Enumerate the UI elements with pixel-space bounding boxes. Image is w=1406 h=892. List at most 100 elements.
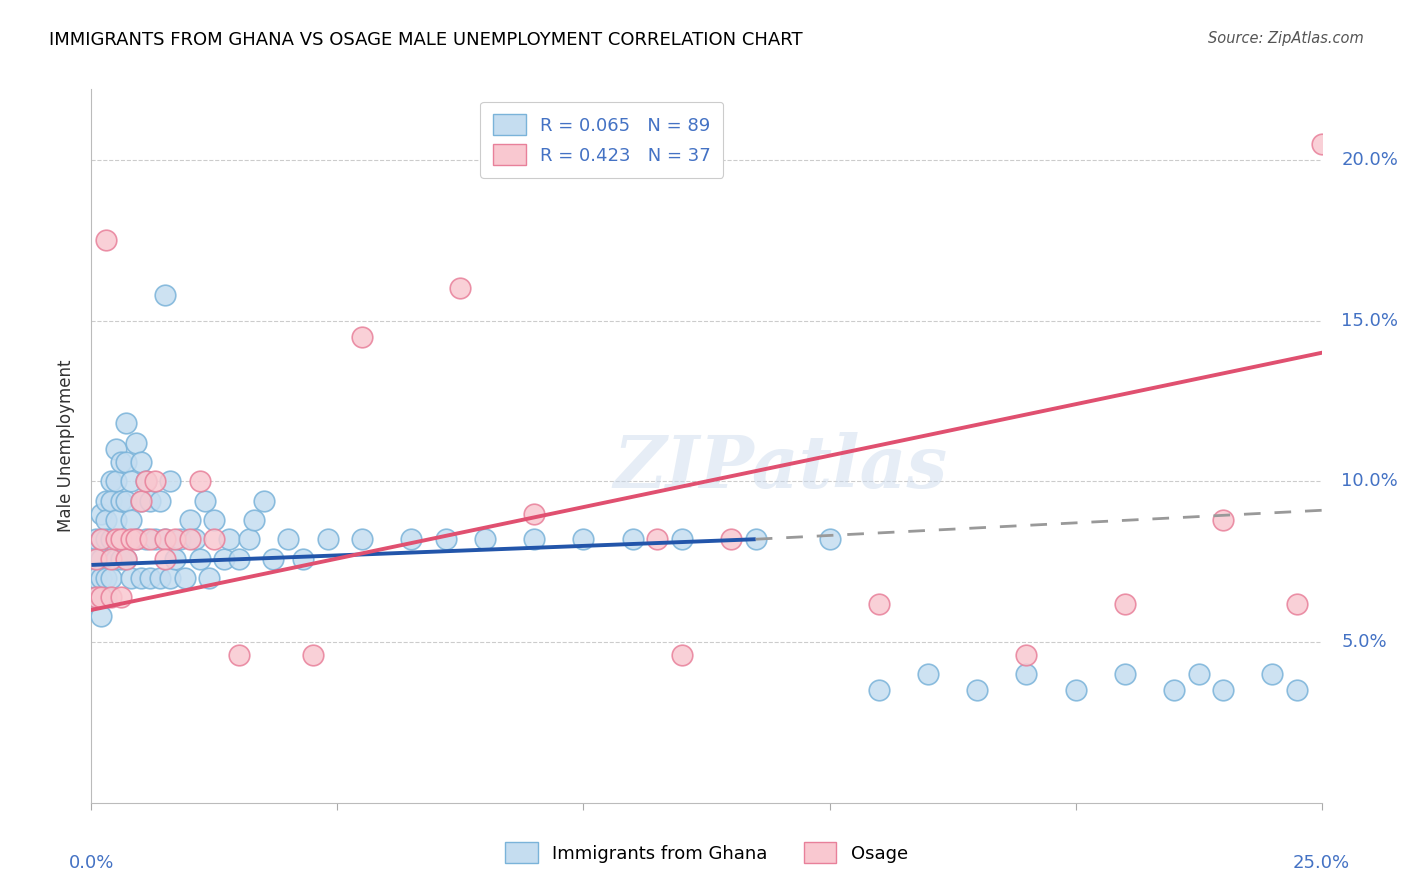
- Point: [114, 551, 138, 566]
- Point: [1163, 683, 1185, 698]
- Text: 5.0%: 5.0%: [1341, 633, 1386, 651]
- Point: [139, 533, 162, 547]
- Point: [110, 590, 132, 604]
- Point: [120, 571, 142, 585]
- Point: [153, 533, 177, 547]
- Point: [202, 533, 225, 547]
- Point: [124, 533, 146, 547]
- Point: [183, 533, 207, 547]
- Point: [145, 475, 166, 489]
- Point: [218, 533, 240, 547]
- Point: [198, 571, 221, 585]
- Point: [159, 571, 181, 585]
- Point: [120, 475, 142, 489]
- Point: [96, 590, 117, 604]
- Point: [135, 475, 156, 489]
- Point: [399, 533, 422, 547]
- Point: [100, 475, 122, 489]
- Point: [1187, 667, 1209, 681]
- Point: [124, 435, 146, 450]
- Point: [135, 533, 156, 547]
- Point: [188, 551, 211, 566]
- Point: [139, 571, 162, 585]
- Point: [96, 571, 117, 585]
- Point: [316, 533, 339, 547]
- Point: [228, 551, 250, 566]
- Point: [110, 493, 132, 508]
- Point: [90, 533, 112, 547]
- Point: [114, 493, 138, 508]
- Point: [169, 533, 191, 547]
- Point: [262, 551, 284, 566]
- Point: [129, 571, 152, 585]
- Point: [124, 533, 146, 547]
- Point: [105, 475, 127, 489]
- Text: 10.0%: 10.0%: [1341, 473, 1398, 491]
- Point: [114, 455, 138, 469]
- Point: [90, 609, 112, 624]
- Point: [153, 551, 177, 566]
- Point: [202, 513, 225, 527]
- Point: [163, 551, 186, 566]
- Point: [523, 507, 546, 521]
- Point: [291, 551, 314, 566]
- Point: [868, 597, 890, 611]
- Point: [242, 513, 264, 527]
- Point: [745, 533, 768, 547]
- Point: [114, 551, 138, 566]
- Point: [352, 329, 374, 343]
- Point: [90, 590, 112, 604]
- Point: [96, 533, 117, 547]
- Point: [100, 571, 122, 585]
- Point: [86, 571, 108, 585]
- Text: 20.0%: 20.0%: [1341, 151, 1398, 169]
- Y-axis label: Male Unemployment: Male Unemployment: [58, 359, 76, 533]
- Point: [153, 288, 177, 302]
- Point: [572, 533, 595, 547]
- Point: [120, 533, 142, 547]
- Point: [253, 493, 276, 508]
- Point: [139, 493, 162, 508]
- Point: [868, 683, 890, 698]
- Point: [449, 281, 471, 295]
- Point: [135, 475, 156, 489]
- Point: [90, 571, 112, 585]
- Point: [90, 533, 112, 547]
- Point: [129, 493, 152, 508]
- Point: [86, 551, 108, 566]
- Point: [1310, 136, 1333, 151]
- Point: [129, 493, 152, 508]
- Point: [474, 533, 496, 547]
- Point: [1212, 513, 1234, 527]
- Point: [1064, 683, 1087, 698]
- Point: [100, 590, 122, 604]
- Point: [110, 533, 132, 547]
- Point: [163, 533, 186, 547]
- Point: [228, 648, 250, 662]
- Point: [1285, 683, 1308, 698]
- Point: [238, 533, 260, 547]
- Point: [120, 513, 142, 527]
- Point: [720, 533, 742, 547]
- Point: [90, 507, 112, 521]
- Point: [917, 667, 939, 681]
- Point: [149, 571, 172, 585]
- Text: ZIPatlas: ZIPatlas: [613, 432, 948, 503]
- Point: [86, 533, 108, 547]
- Point: [86, 590, 108, 604]
- Point: [100, 551, 122, 566]
- Point: [105, 533, 127, 547]
- Point: [523, 533, 546, 547]
- Text: 0.0%: 0.0%: [69, 855, 114, 872]
- Point: [1015, 667, 1038, 681]
- Point: [188, 475, 211, 489]
- Point: [100, 533, 122, 547]
- Point: [1114, 667, 1136, 681]
- Point: [212, 551, 235, 566]
- Point: [621, 533, 644, 547]
- Point: [110, 551, 132, 566]
- Point: [352, 533, 374, 547]
- Point: [96, 513, 117, 527]
- Point: [671, 648, 693, 662]
- Point: [1261, 667, 1284, 681]
